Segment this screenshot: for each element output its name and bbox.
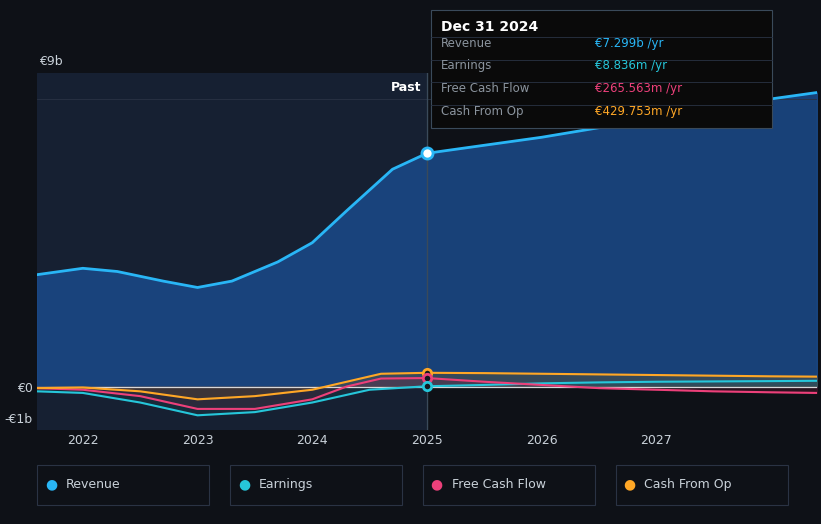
Text: €429.753m /yr: €429.753m /yr <box>595 105 682 117</box>
Text: Free Cash Flow: Free Cash Flow <box>441 82 530 95</box>
Text: €9b: €9b <box>39 55 62 68</box>
Text: ●: ● <box>45 478 57 492</box>
Text: Earnings: Earnings <box>441 59 493 72</box>
Text: €7.299b /yr: €7.299b /yr <box>595 37 663 50</box>
Bar <box>37 73 427 430</box>
Text: ●: ● <box>624 478 635 492</box>
Text: Revenue: Revenue <box>66 478 121 491</box>
Text: Earnings: Earnings <box>259 478 313 491</box>
Text: Analysts Forecasts: Analysts Forecasts <box>433 81 549 94</box>
Text: ●: ● <box>238 478 250 492</box>
Text: Free Cash Flow: Free Cash Flow <box>452 478 545 491</box>
Text: Dec 31 2024: Dec 31 2024 <box>441 20 538 35</box>
Text: €265.563m /yr: €265.563m /yr <box>595 82 682 95</box>
Text: Cash From Op: Cash From Op <box>441 105 523 117</box>
Text: Past: Past <box>391 81 421 94</box>
Text: €8.836m /yr: €8.836m /yr <box>595 59 667 72</box>
Bar <box>427 73 817 430</box>
Text: Cash From Op: Cash From Op <box>644 478 732 491</box>
Text: ●: ● <box>431 478 443 492</box>
Text: Revenue: Revenue <box>441 37 493 50</box>
